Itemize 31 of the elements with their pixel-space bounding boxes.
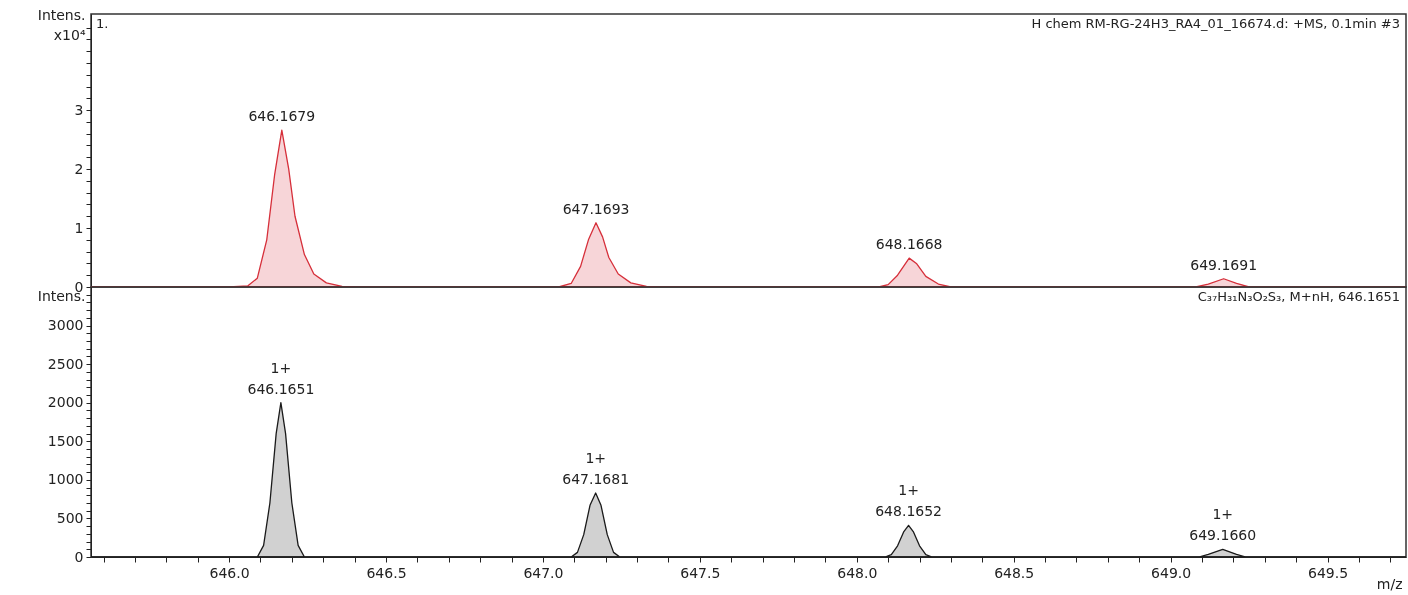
x-tick-label: 646.5 (366, 564, 407, 581)
y-tick-label: 2 (74, 160, 84, 177)
y-tick-label: 1500 (47, 432, 84, 449)
chart-title: 1. (96, 16, 109, 31)
y-tick-label: 3 (74, 101, 84, 118)
annotation: 648.1668 (875, 236, 943, 253)
annotation: 649.1691 (1190, 256, 1258, 273)
annotation: H chem RM-RG-24H3_RA4_01_16674.d: +MS, 0.1min #3 (1031, 16, 1400, 31)
annotation: 1+ 647.1681 (562, 449, 630, 487)
x-tick-label: 649.0 (1151, 564, 1192, 581)
y-tick-label: 1 (74, 219, 84, 236)
y-tick-label: 3000 (47, 317, 84, 334)
x-tick-label: 647.5 (680, 564, 721, 581)
y-tick-label: 1000 (47, 471, 84, 488)
y-axis-title: Intens. x10⁴ (37, 6, 86, 43)
x-tick-label: 648.0 (837, 564, 878, 581)
x-axis-title: m/z (1376, 575, 1403, 592)
annotation: 647.1693 (562, 200, 630, 217)
x-tick-label: 647.0 (523, 564, 564, 581)
annotation: 646.1679 (248, 108, 316, 125)
y-tick-label: 2500 (47, 355, 84, 372)
annotation: 1+ 646.1651 (247, 359, 315, 397)
annotation: C₃₇H₃₁N₃O₂S₃, M+nH, 646.1651 (1197, 289, 1400, 304)
y-tick-label: 0 (74, 548, 84, 565)
y-tick-label: 2000 (47, 394, 84, 411)
x-tick-label: 649.5 (1307, 564, 1349, 581)
annotation: 1+ 648.1652 (875, 482, 943, 520)
y-tick-label: 500 (56, 509, 84, 526)
x-tick-label: 648.5 (994, 564, 1035, 581)
x-tick-label: 646.0 (209, 564, 250, 581)
annotation: 1+ 649.1660 (1189, 506, 1257, 544)
